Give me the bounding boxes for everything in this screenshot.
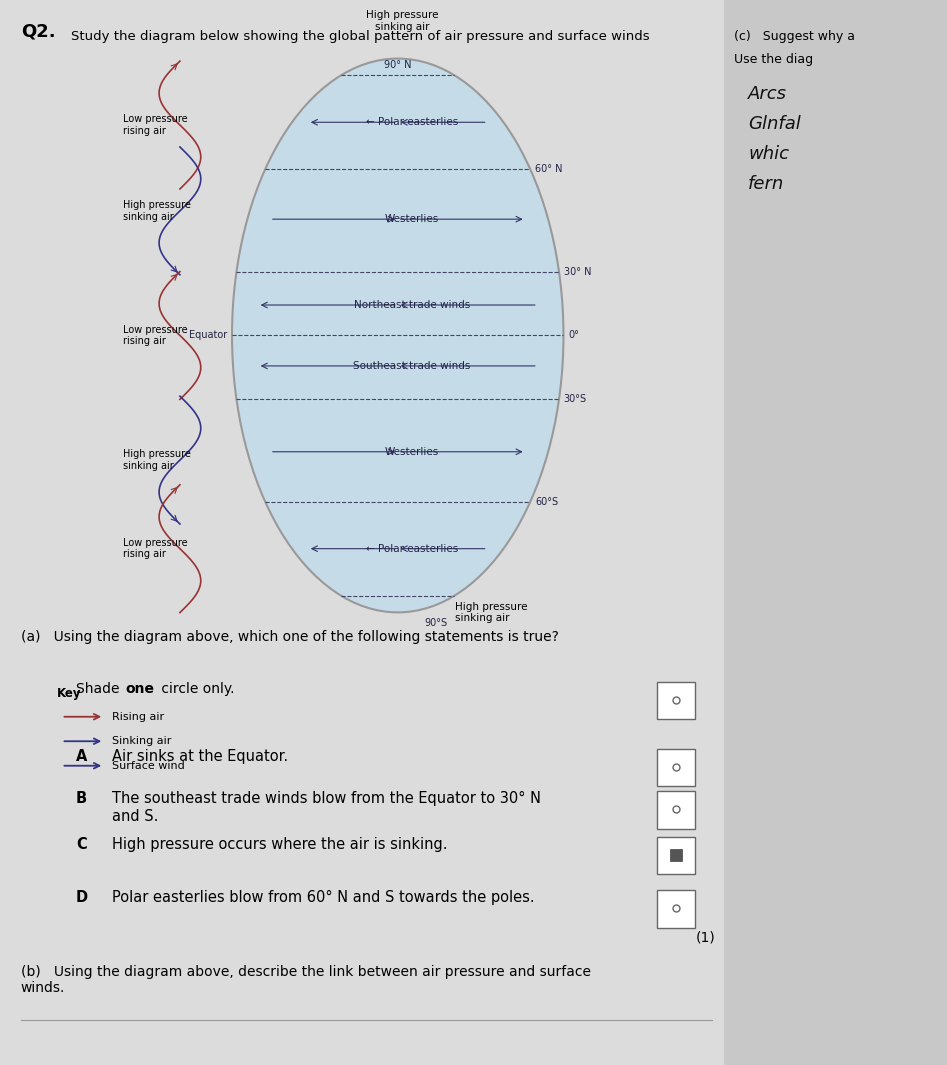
Text: (c)   Suggest why a: (c) Suggest why a: [734, 30, 855, 43]
Text: Air sinks at the Equator.: Air sinks at the Equator.: [112, 749, 288, 764]
Text: ← Polar easterlies: ← Polar easterlies: [366, 544, 458, 554]
Text: 90° N: 90° N: [384, 60, 412, 70]
Text: D: D: [76, 890, 88, 905]
Bar: [0, 0, 724, 1065]
Text: (b)   Using the diagram above, describe the link between air pressure and surfac: (b) Using the diagram above, describe th…: [21, 965, 591, 995]
Text: Q2.: Q2.: [21, 22, 56, 40]
Text: High pressure
sinking air: High pressure sinking air: [455, 602, 527, 623]
Text: 30° N: 30° N: [563, 267, 591, 277]
Text: High pressure
sinking air: High pressure sinking air: [123, 449, 191, 471]
FancyBboxPatch shape: [657, 837, 695, 874]
Text: 60° N: 60° N: [535, 164, 563, 175]
Text: one: one: [125, 682, 154, 695]
Text: Westerlies: Westerlies: [384, 214, 439, 224]
FancyBboxPatch shape: [657, 890, 695, 928]
Text: Surface wind: Surface wind: [112, 760, 185, 771]
Text: High pressure
sinking air: High pressure sinking air: [123, 200, 191, 222]
Text: 0°: 0°: [568, 330, 579, 341]
Text: Rising air: Rising air: [112, 711, 164, 722]
Text: (1): (1): [696, 931, 716, 945]
Text: fern: fern: [748, 175, 784, 193]
Text: A: A: [76, 749, 87, 764]
Text: Glnfal: Glnfal: [748, 115, 801, 133]
Text: High pressure occurs where the air is sinking.: High pressure occurs where the air is si…: [112, 837, 447, 852]
Text: Equator: Equator: [189, 330, 227, 341]
Text: circle only.: circle only.: [157, 682, 235, 695]
Text: Southeast trade winds: Southeast trade winds: [353, 361, 471, 371]
Text: The southeast trade winds blow from the Equator to 30° N
and S.: The southeast trade winds blow from the …: [112, 791, 541, 823]
Ellipse shape: [232, 59, 563, 612]
Text: Study the diagram below showing the global pattern of air pressure and surface w: Study the diagram below showing the glob…: [71, 30, 650, 43]
FancyBboxPatch shape: [657, 749, 695, 786]
Text: Westerlies: Westerlies: [384, 447, 439, 457]
Text: Sinking air: Sinking air: [112, 736, 171, 747]
Text: High pressure
sinking air: High pressure sinking air: [366, 11, 438, 32]
FancyBboxPatch shape: [657, 791, 695, 829]
Text: Low pressure
rising air: Low pressure rising air: [123, 538, 188, 559]
FancyBboxPatch shape: [657, 682, 695, 719]
Text: Use the diag: Use the diag: [734, 53, 813, 66]
Text: whic: whic: [748, 145, 789, 163]
Text: 90°S: 90°S: [424, 618, 447, 627]
Text: Key: Key: [57, 687, 81, 700]
Text: Low pressure
rising air: Low pressure rising air: [123, 325, 188, 346]
Text: Shade: Shade: [76, 682, 124, 695]
Text: C: C: [76, 837, 86, 852]
Bar: [724, 0, 947, 1065]
Text: (a)   Using the diagram above, which one of the following statements is true?: (a) Using the diagram above, which one o…: [21, 630, 559, 644]
Text: 60°S: 60°S: [535, 496, 558, 507]
Text: Arcs: Arcs: [748, 85, 787, 103]
Text: B: B: [76, 791, 87, 806]
Text: Polar easterlies blow from 60° N and S towards the poles.: Polar easterlies blow from 60° N and S t…: [112, 890, 534, 905]
Text: ← Polar easterlies: ← Polar easterlies: [366, 117, 458, 127]
Text: 30°S: 30°S: [563, 394, 587, 404]
Text: Low pressure
rising air: Low pressure rising air: [123, 114, 188, 136]
Text: Northeast trade winds: Northeast trade winds: [354, 300, 470, 310]
